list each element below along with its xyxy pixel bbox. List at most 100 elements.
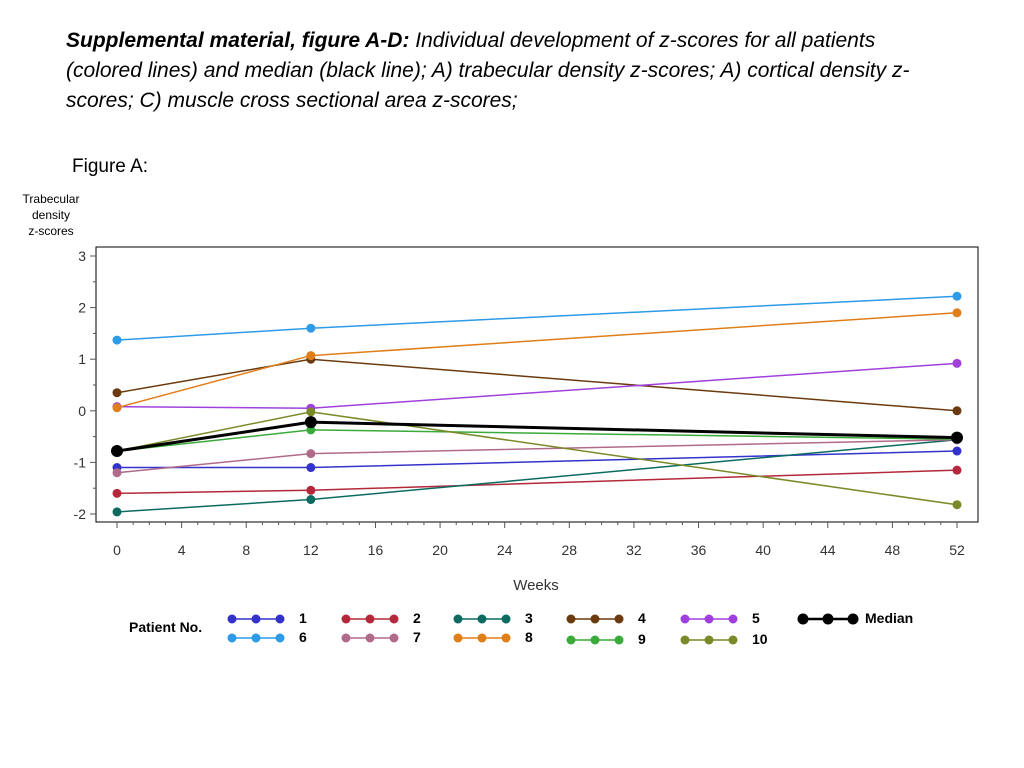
series-line-6 (116, 295, 958, 341)
x-tick-label: 8 (242, 542, 250, 558)
x-tick-label: 28 (562, 542, 578, 558)
x-tick-label: 0 (113, 542, 121, 558)
caption-text: Individual development of z-scores for a… (66, 29, 910, 112)
legend-swatch-marker-10 (680, 635, 690, 645)
data-point-3 (112, 507, 122, 517)
series-line-3 (116, 438, 958, 513)
legend-swatch-marker-7 (365, 633, 375, 643)
legend-title: Patient No. (129, 619, 203, 635)
legend-swatch-marker-4 (614, 614, 624, 624)
legend-swatch-marker-10 (728, 635, 738, 645)
series-line-8 (116, 312, 958, 409)
legend-swatch-marker-Median (847, 613, 859, 625)
legend-swatch-marker-2 (341, 614, 351, 624)
data-point-6 (952, 291, 962, 301)
series-line-4 (116, 358, 958, 412)
data-point-7 (306, 449, 316, 459)
legend-swatch-marker-10 (704, 635, 714, 645)
legend-label-6: 6 (299, 629, 307, 645)
caption-bold: Supplemental material, figure A-D: (66, 29, 410, 52)
legend-swatch-marker-4 (566, 614, 576, 624)
legend-swatch-marker-8 (477, 633, 487, 643)
x-tick-label: 48 (885, 542, 901, 558)
data-point-10 (952, 500, 962, 510)
legend-label-8: 8 (525, 629, 533, 645)
data-point-6 (306, 323, 316, 333)
y-tick-label: -1 (74, 454, 87, 470)
legend-swatch-marker-Median (822, 613, 834, 625)
legend-swatch-marker-6 (251, 633, 261, 643)
legend-label-Median: Median (865, 610, 914, 626)
legend-swatch-marker-Median (797, 613, 809, 625)
figure-caption: Supplemental material, figure A-D: Indiv… (66, 26, 946, 116)
legend-swatch-marker-4 (590, 614, 600, 624)
data-point-10 (306, 407, 316, 417)
legend-swatch-marker-3 (453, 614, 463, 624)
y-axis-label: Trabecular density z-scores (8, 191, 94, 239)
legend-swatch-marker-1 (227, 614, 237, 624)
data-point-7 (112, 468, 122, 478)
data-point-3 (306, 495, 316, 505)
x-tick-label: 44 (820, 542, 836, 558)
legend-label-4: 4 (638, 610, 646, 626)
data-point-1 (306, 463, 316, 473)
legend-swatch-marker-6 (275, 633, 285, 643)
y-axis-label-line-3: z-scores (28, 224, 74, 238)
data-point-6 (112, 335, 122, 345)
legend-swatch-marker-8 (501, 633, 511, 643)
y-tick-label: 0 (78, 403, 86, 419)
legend-swatch-marker-2 (389, 614, 399, 624)
x-tick-label: 40 (755, 542, 771, 558)
legend-label-1: 1 (299, 610, 307, 626)
legend-label-5: 5 (752, 610, 760, 626)
figure-label: Figure A: (72, 156, 149, 177)
plot-frame (95, 246, 979, 523)
legend-swatch-marker-7 (341, 633, 351, 643)
series-line-1 (117, 450, 958, 469)
x-tick-label: 32 (626, 542, 642, 558)
data-point-1 (952, 446, 962, 456)
legend-label-9: 9 (638, 631, 646, 647)
legend-label-3: 3 (525, 610, 533, 626)
data-point-2 (952, 465, 962, 475)
y-tick-label: 3 (78, 248, 86, 264)
data-point-5 (952, 358, 962, 368)
y-axis-label-line-2: density (31, 208, 71, 222)
x-tick-label: 4 (178, 542, 186, 558)
series-line-2 (116, 469, 958, 495)
data-point-2 (112, 488, 122, 498)
legend-swatch-marker-8 (453, 633, 463, 643)
legend-swatch-marker-5 (728, 614, 738, 624)
legend-swatch-marker-3 (501, 614, 511, 624)
data-point-Median (304, 416, 317, 429)
x-tick-label: 20 (432, 542, 448, 558)
data-point-4 (952, 406, 962, 416)
y-axis-label-line-1: Trabecular (22, 192, 80, 206)
y-tick-label: 1 (78, 351, 86, 367)
x-tick-label: 24 (497, 542, 513, 558)
x-axis-label: Weeks (513, 577, 559, 594)
legend-swatch-marker-9 (614, 635, 624, 645)
legend-swatch-marker-1 (275, 614, 285, 624)
legend-swatch-marker-2 (365, 614, 375, 624)
data-point-8 (112, 403, 122, 413)
data-point-2 (306, 485, 316, 495)
legend-swatch-marker-9 (590, 635, 600, 645)
legend-swatch-marker-7 (389, 633, 399, 643)
y-tick-label: -2 (74, 506, 87, 522)
legend-label-2: 2 (413, 610, 421, 626)
y-tick-label: 2 (78, 300, 86, 316)
data-point-8 (952, 308, 962, 318)
data-point-Median (111, 445, 123, 458)
legend-label-7: 7 (413, 629, 421, 645)
legend-swatch-marker-5 (680, 614, 690, 624)
legend-swatch-marker-6 (227, 633, 237, 643)
legend-label-10: 10 (752, 631, 768, 647)
x-tick-label: 36 (691, 542, 707, 558)
legend-swatch-marker-9 (566, 635, 576, 645)
x-tick-label: 16 (368, 542, 384, 558)
x-tick-label: 52 (949, 542, 965, 558)
data-point-Median (951, 431, 963, 444)
legend-swatch-marker-3 (477, 614, 487, 624)
